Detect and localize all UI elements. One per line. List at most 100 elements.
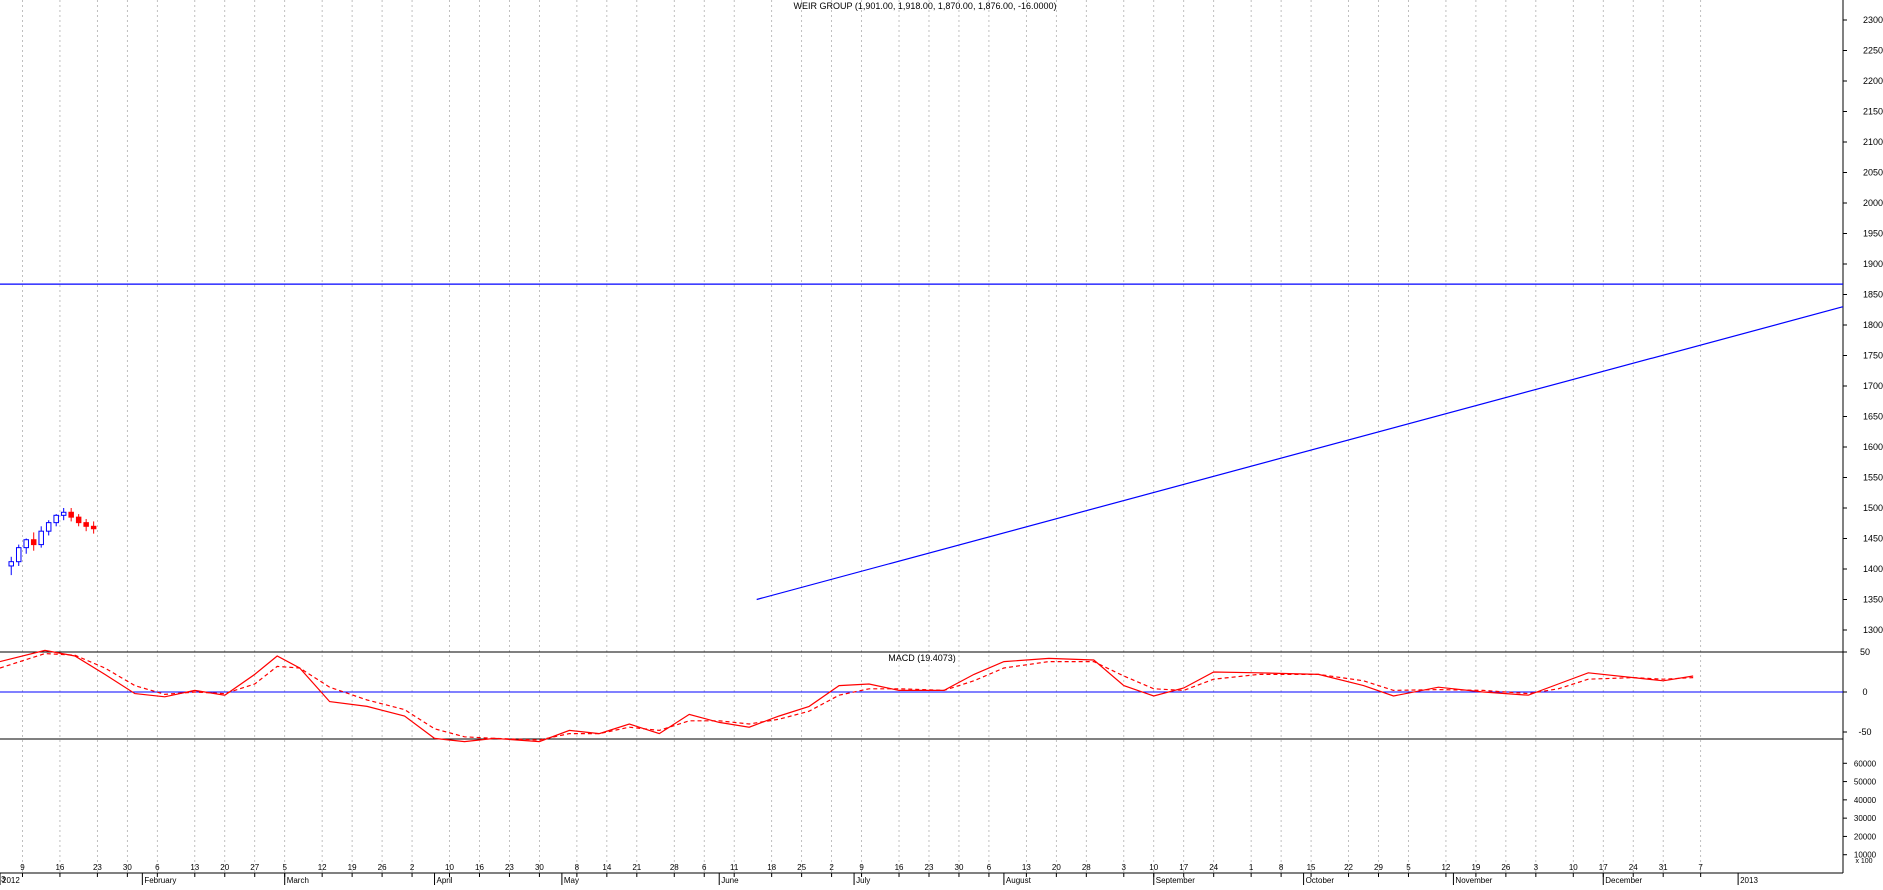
x-day-tick-label: 23 [505,863,514,872]
x-day-tick-label: 2 [829,863,834,872]
x-day-tick-label: 3 [1534,863,1539,872]
x-day-tick-label: 30 [535,863,544,872]
x-start-label: 3 [1,875,6,884]
x-day-tick-label: 29 [1374,863,1383,872]
price-tick-label: 2300 [1863,15,1883,25]
x-day-tick-label: 7 [1698,863,1703,872]
x-day-tick-label: 28 [670,863,679,872]
x-day-tick-label: 17 [1599,863,1608,872]
candle-body [23,539,29,549]
x-day-tick-label: 12 [1441,863,1450,872]
price-tick-label: 1500 [1863,503,1883,513]
price-tick-label: 2250 [1863,46,1883,56]
x-day-tick-label: 24 [1209,863,1218,872]
x-month-tick-label: August [1006,876,1032,885]
x-day-tick-label: 24 [1629,863,1638,872]
price-candles [8,508,97,576]
x-month-tick-label: October [1306,876,1335,885]
x-day-tick-label: 26 [378,863,387,872]
price-tick-label: 1450 [1863,534,1883,544]
x-day-tick-label: 23 [925,863,934,872]
x-day-tick-label: 22 [1344,863,1353,872]
x-month-tick-label: June [721,876,739,885]
volume-unit-label: x 100 [1855,858,1872,865]
price-tick-label: 2150 [1863,107,1883,117]
x-day-tick-label: 10 [1149,863,1158,872]
x-day-tick-label: 20 [1052,863,1061,872]
x-day-tick-label: 19 [1471,863,1480,872]
x-day-tick-label: 30 [955,863,964,872]
candle-body [15,547,22,563]
x-day-tick-label: 8 [575,863,580,872]
macd-tick-label: 0 [1862,687,1867,697]
x-month-tick-label: February [144,876,176,885]
axis-labels: 1300135014001450150015501600165017001750… [0,15,1883,885]
x-day-tick-label: 5 [1406,863,1411,872]
price-tick-label: 1350 [1863,595,1883,605]
price-tick-label: 1650 [1863,412,1883,422]
x-day-tick-label: 16 [475,863,484,872]
x-month-tick-label: 2012 [2,876,20,885]
x-day-tick-label: 11 [730,863,739,872]
x-day-tick-label: 16 [895,863,904,872]
x-day-tick-label: 9 [859,863,864,872]
x-day-tick-label: 20 [220,863,229,872]
x-day-tick-label: 27 [250,863,259,872]
candle-body [38,530,44,546]
x-day-tick-label: 2 [410,863,415,872]
x-day-tick-label: 30 [123,863,132,872]
macd-tick-label: -50 [1858,727,1871,737]
x-day-tick-label: 1 [1249,863,1254,872]
candle-body [60,511,67,516]
x-day-tick-label: 17 [1179,863,1188,872]
price-tick-label: 1550 [1863,473,1883,483]
candle-body [30,539,37,546]
candle-body [8,561,14,567]
price-tick-label: 1850 [1863,290,1883,300]
x-month-tick-label: 2013 [1740,876,1758,885]
x-day-tick-label: 13 [1022,863,1031,872]
x-day-tick-label: 9 [20,863,25,872]
price-tick-label: 2050 [1863,168,1883,178]
price-tick-label: 1300 [1863,625,1883,635]
macd-lines [0,649,1843,743]
x-month-tick-label: April [437,876,453,885]
x-day-tick-label: 18 [767,863,776,872]
volume-tick-label: 30000 [1854,814,1877,823]
grid-lines [22,0,1702,873]
trend-lines [0,283,1844,601]
x-day-tick-label: 19 [348,863,357,872]
x-day-tick-label: 10 [445,863,454,872]
price-tick-label: 1400 [1863,564,1883,574]
x-month-tick-label: December [1605,876,1642,885]
x-day-tick-label: 12 [318,863,327,872]
x-day-tick-label: 6 [155,863,160,872]
x-month-tick-label: November [1455,876,1492,885]
support-trend-line [756,306,1844,601]
macd-signal-line [0,652,1694,741]
x-month-tick-label: September [1156,876,1195,885]
x-day-tick-label: 8 [1279,863,1284,872]
x-day-tick-label: 23 [93,863,102,872]
x-month-tick-label: May [564,876,579,885]
x-day-tick-label: 6 [702,863,707,872]
candle-body [53,514,59,524]
price-tick-label: 1800 [1863,320,1883,330]
price-tick-label: 1600 [1863,442,1883,452]
price-tick-label: 1700 [1863,381,1883,391]
x-day-tick-label: 5 [282,863,287,872]
x-day-tick-label: 13 [190,863,199,872]
price-tick-label: 1750 [1863,351,1883,361]
x-day-tick-label: 3 [1122,863,1127,872]
macd-line [0,649,1694,743]
x-day-tick-label: 25 [797,863,806,872]
x-day-tick-label: 31 [1659,863,1668,872]
volume-tick-label: 60000 [1854,759,1877,768]
x-day-tick-label: 21 [632,863,641,872]
x-day-tick-label: 10 [1569,863,1578,872]
x-day-tick-label: 14 [602,863,611,872]
x-day-tick-label: 16 [55,863,64,872]
macd-tick-label: 50 [1860,647,1870,657]
price-tick-label: 1900 [1863,259,1883,269]
